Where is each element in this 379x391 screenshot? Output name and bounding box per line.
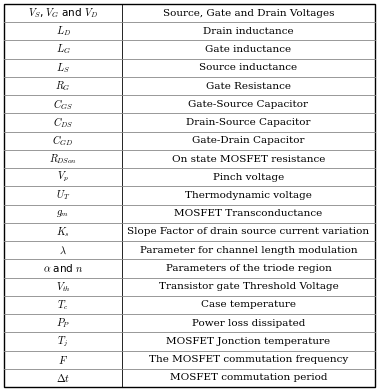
- Text: Gate Resistance: Gate Resistance: [206, 82, 291, 91]
- Text: $F$: $F$: [58, 353, 68, 366]
- Text: $R_{DSon}$: $R_{DSon}$: [49, 152, 77, 166]
- Text: $C_{GS}$: $C_{GS}$: [53, 97, 73, 112]
- Text: Source inductance: Source inductance: [199, 63, 298, 72]
- Text: Drain-Source Capacitor: Drain-Source Capacitor: [186, 118, 311, 127]
- Text: Parameters of the triode region: Parameters of the triode region: [166, 264, 331, 273]
- Text: Gate-Source Capacitor: Gate-Source Capacitor: [188, 100, 309, 109]
- Text: $\lambda$: $\lambda$: [59, 245, 67, 256]
- Text: $V_p$: $V_p$: [57, 170, 69, 185]
- Text: $K_s$: $K_s$: [56, 225, 70, 239]
- Text: $V_{th}$: $V_{th}$: [56, 280, 70, 294]
- Text: $T_j$: $T_j$: [58, 334, 69, 349]
- Text: $L_D$: $L_D$: [55, 25, 70, 38]
- Text: $V_S$, $V_G$ and $V_D$: $V_S$, $V_G$ and $V_D$: [28, 6, 98, 20]
- Text: $g_m$: $g_m$: [56, 208, 70, 219]
- Text: Gate-Drain Capacitor: Gate-Drain Capacitor: [192, 136, 305, 145]
- Text: Parameter for channel length modulation: Parameter for channel length modulation: [140, 246, 357, 255]
- Text: Power loss dissipated: Power loss dissipated: [192, 319, 305, 328]
- Text: Case temperature: Case temperature: [201, 300, 296, 309]
- Text: Drain inductance: Drain inductance: [203, 27, 294, 36]
- Text: $L_G$: $L_G$: [56, 43, 70, 56]
- Text: $L_S$: $L_S$: [56, 61, 70, 75]
- Text: $P_P$: $P_P$: [56, 316, 70, 330]
- Text: MOSFET commutation period: MOSFET commutation period: [170, 373, 327, 382]
- Text: $C_{DS}$: $C_{DS}$: [53, 115, 73, 130]
- Text: Transistor gate Threshold Voltage: Transistor gate Threshold Voltage: [159, 282, 338, 291]
- Text: MOSFET Transconductance: MOSFET Transconductance: [174, 209, 323, 218]
- Text: MOSFET Jonction temperature: MOSFET Jonction temperature: [166, 337, 330, 346]
- Text: $C_{GD}$: $C_{GD}$: [52, 133, 74, 148]
- Text: On state MOSFET resistance: On state MOSFET resistance: [172, 154, 325, 163]
- Text: Slope Factor of drain source current variation: Slope Factor of drain source current var…: [127, 228, 370, 237]
- Text: $U_T$: $U_T$: [56, 188, 70, 203]
- Text: $R_G$: $R_G$: [55, 79, 71, 93]
- Text: $\alpha$ and $n$: $\alpha$ and $n$: [42, 262, 83, 274]
- Text: Thermodynamic voltage: Thermodynamic voltage: [185, 191, 312, 200]
- Text: Gate inductance: Gate inductance: [205, 45, 291, 54]
- Text: Pinch voltage: Pinch voltage: [213, 173, 284, 182]
- Text: The MOSFET commutation frequency: The MOSFET commutation frequency: [149, 355, 348, 364]
- Text: Source, Gate and Drain Voltages: Source, Gate and Drain Voltages: [163, 9, 334, 18]
- Text: $T_c$: $T_c$: [57, 298, 69, 312]
- Text: $\Delta t$: $\Delta t$: [56, 372, 70, 384]
